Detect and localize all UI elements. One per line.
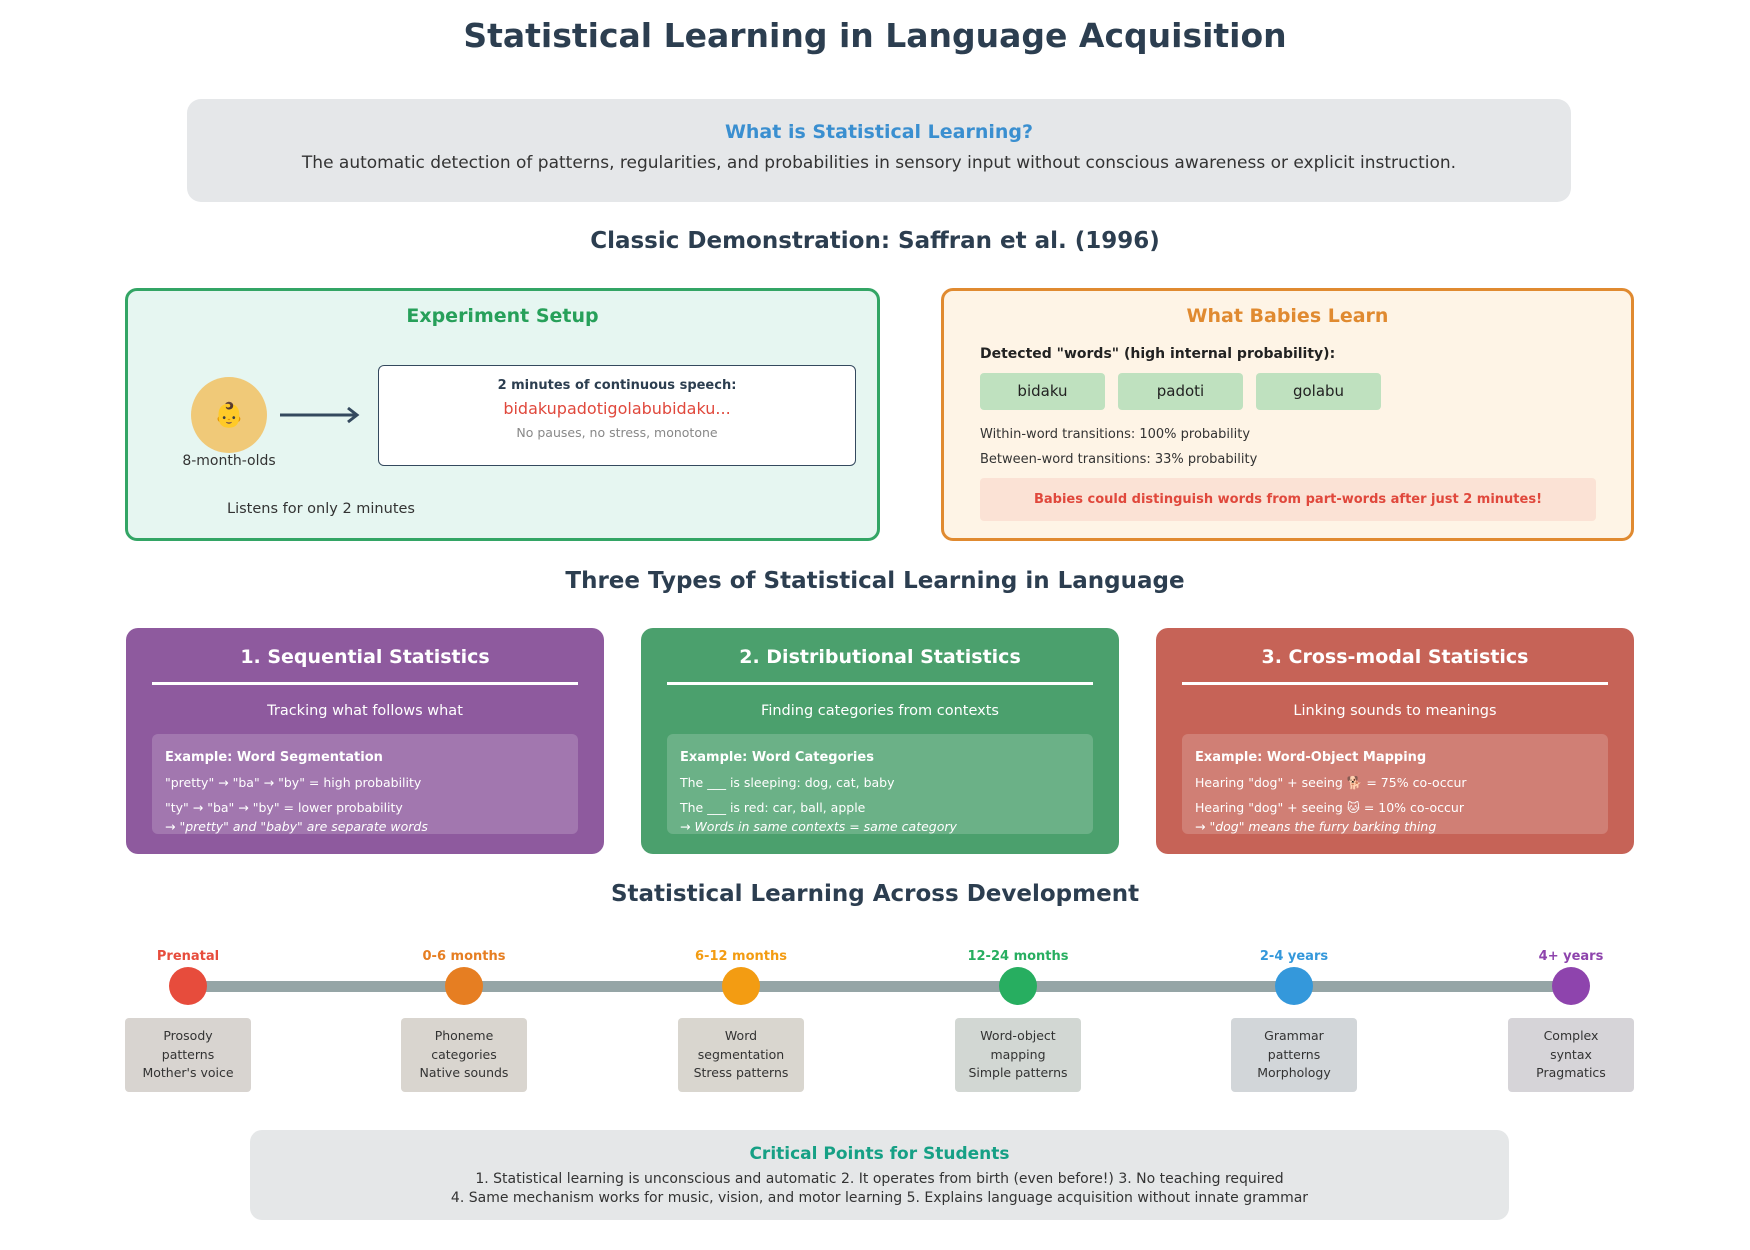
development-heading: Statistical Learning Across Development [610, 881, 1140, 907]
stage-dot [722, 967, 760, 1005]
example-conclusion: → "pretty" and "baby" are separate words [165, 819, 428, 834]
critical-line: 1. Statistical learning is unconscious a… [475, 1171, 1284, 1187]
stage-label: 6-12 months [695, 949, 787, 964]
critical-line: 4. Same mechanism works for music, visio… [450, 1190, 1309, 1206]
stage-box: Grammar patterns Morphology [1231, 1018, 1357, 1092]
between-word-stat: Between-word transitions: 33% probabilit… [980, 452, 1258, 467]
example-line: Hearing "dog" + seeing 🐱 = 10% co-occur [1195, 800, 1464, 815]
timeline-track [188, 981, 1571, 992]
type-card-sequential: 1. Sequential Statistics Tracking what f… [126, 628, 604, 854]
type-card-cross-modal: 3. Cross-modal Statistics Linking sounds… [1156, 628, 1634, 854]
type-title: 2. Distributional Statistics [739, 646, 1021, 668]
learn-title: What Babies Learn [1186, 305, 1389, 327]
stage-dot [1552, 967, 1590, 1005]
stage-line: syntax [1550, 1046, 1592, 1062]
type-subtitle: Tracking what follows what [267, 703, 463, 719]
critical-title: Critical Points for Students [749, 1144, 1010, 1164]
stage-label: 2-4 years [1259, 949, 1329, 964]
example-line: The ___ is sleeping: dog, cat, baby [680, 775, 895, 790]
example-box: Example: Word Segmentation "pretty" → "b… [152, 734, 578, 834]
stage-box: Word-object mapping Simple patterns [955, 1018, 1081, 1092]
stage-line: Stress patterns [693, 1065, 789, 1080]
stage-line: mapping [990, 1046, 1046, 1062]
type-title: 3. Cross-modal Statistics [1261, 646, 1529, 668]
baby-icon: 👶 [191, 377, 267, 453]
example-line: "ty" → "ba" → "by" = lower probability [165, 800, 403, 815]
arrow-icon [280, 406, 360, 424]
word-chip: bidaku [980, 373, 1105, 410]
stage-box: Complex syntax Pragmatics [1508, 1018, 1634, 1092]
page-title: Statistical Learning in Language Acquisi… [463, 16, 1287, 55]
definition-box: What is Statistical Learning? The automa… [187, 99, 1571, 202]
stage-line: Morphology [1257, 1065, 1331, 1080]
example-line: Hearing "dog" + seeing 🐕 = 75% co-occur [1195, 775, 1467, 790]
stage-label: 4+ years [1538, 949, 1604, 964]
what-babies-learn-card: What Babies Learn Detected "words" (high… [941, 288, 1634, 541]
stage-dot [169, 967, 207, 1005]
type-title: 1. Sequential Statistics [240, 646, 490, 668]
divider [152, 682, 578, 685]
type-subtitle: Linking sounds to meanings [1293, 703, 1497, 719]
stage-label: 12-24 months [967, 949, 1069, 964]
example-box: Example: Word-Object Mapping Hearing "do… [1182, 734, 1608, 834]
speech-stream: bidakupadotigolabubidaku... [503, 399, 731, 418]
stage-line: Mother's voice [142, 1065, 234, 1080]
stage-line: Grammar [1264, 1028, 1324, 1043]
example-box: Example: Word Categories The ___ is slee… [667, 734, 1093, 834]
example-conclusion: → "dog" means the furry barking thing [1195, 819, 1437, 834]
speech-box: 2 minutes of continuous speech: bidakupa… [378, 365, 856, 466]
stage-dot [1275, 967, 1313, 1005]
stage-line: Phoneme [434, 1028, 494, 1043]
example-title: Example: Word Segmentation [165, 750, 383, 765]
example-title: Example: Word Categories [680, 750, 874, 765]
type-subtitle: Finding categories from contexts [761, 703, 999, 719]
example-line: "pretty" → "ba" → "by" = high probabilit… [165, 775, 422, 790]
types-heading: Three Types of Statistical Learning in L… [565, 568, 1185, 594]
word-chip: padoti [1118, 373, 1243, 410]
example-title: Example: Word-Object Mapping [1195, 750, 1427, 765]
speech-note: No pauses, no stress, monotone [516, 425, 718, 440]
critical-points-box: Critical Points for Students 1. Statisti… [250, 1130, 1509, 1220]
stage-dot [999, 967, 1037, 1005]
stage-line: Word-object [980, 1028, 1056, 1043]
stage-line: patterns [1267, 1046, 1321, 1062]
stage-line: segmentation [697, 1046, 785, 1062]
setup-footer: Listens for only 2 minutes [227, 501, 415, 517]
within-word-stat: Within-word transitions: 100% probabilit… [980, 427, 1251, 442]
type-card-distributional: 2. Distributional Statistics Finding cat… [641, 628, 1119, 854]
divider [1182, 682, 1608, 685]
setup-title: Experiment Setup [406, 305, 599, 327]
experiment-setup-card: Experiment Setup 👶 8-month-olds 2 minute… [125, 288, 880, 541]
stage-line: patterns [161, 1046, 215, 1062]
stage-line: categories [431, 1046, 497, 1062]
stage-label: Prenatal [156, 949, 220, 964]
definition-text: The automatic detection of patterns, reg… [301, 153, 1457, 173]
word-chip: golabu [1256, 373, 1381, 410]
example-conclusion: → Words in same contexts = same category [680, 819, 957, 834]
stage-line: Word [724, 1028, 758, 1043]
result-banner: Babies could distinguish words from part… [980, 478, 1596, 521]
stage-label: 0-6 months [422, 949, 506, 964]
baby-label: 8-month-olds [182, 453, 276, 469]
detected-label: Detected "words" (high internal probabil… [980, 346, 1336, 362]
stage-box: Word segmentation Stress patterns [678, 1018, 804, 1092]
stage-line: Native sounds [419, 1065, 509, 1080]
stage-box: Phoneme categories Native sounds [401, 1018, 527, 1092]
stage-box: Prosody patterns Mother's voice [125, 1018, 251, 1092]
classic-heading: Classic Demonstration: Saffran et al. (1… [590, 228, 1160, 254]
stage-line: Simple patterns [968, 1065, 1068, 1080]
example-line: The ___ is red: car, ball, apple [680, 800, 866, 815]
stage-dot [445, 967, 483, 1005]
definition-title: What is Statistical Learning? [724, 121, 1034, 143]
divider [667, 682, 1093, 685]
stage-line: Pragmatics [1536, 1065, 1606, 1080]
speech-title: 2 minutes of continuous speech: [497, 378, 737, 393]
stage-line: Prosody [163, 1028, 213, 1043]
stage-line: Complex [1543, 1028, 1599, 1043]
